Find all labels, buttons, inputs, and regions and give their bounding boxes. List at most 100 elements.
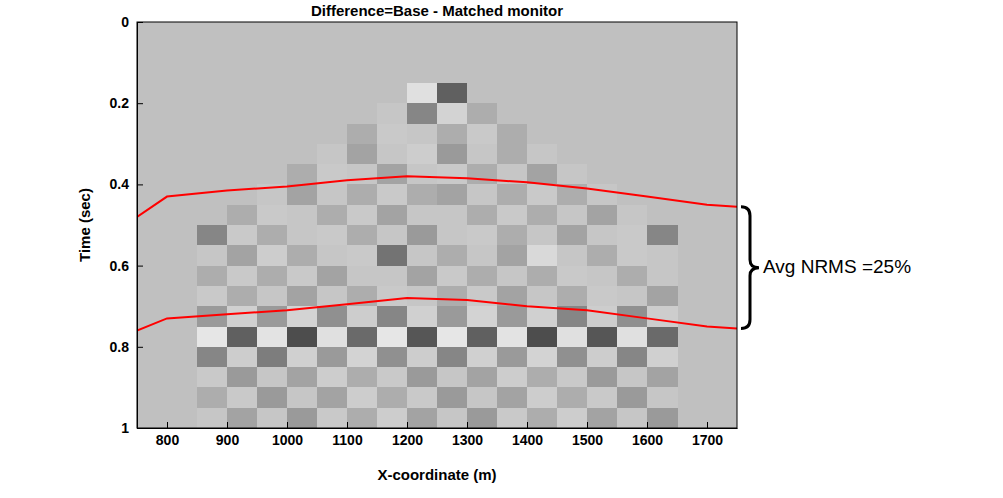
- heatmap-cell: [347, 22, 378, 43]
- heatmap-cell: [467, 124, 498, 145]
- heatmap-cell: [617, 103, 648, 124]
- heatmap-cell: [197, 408, 228, 428]
- heatmap-cell: [647, 83, 678, 104]
- heatmap-cell: [527, 387, 558, 408]
- heatmap-cell: [587, 327, 618, 348]
- heatmap-cell: [227, 63, 258, 84]
- y-axis: 00.20.40.60.81: [110, 14, 143, 436]
- heatmap-cell: [257, 225, 288, 246]
- tick-mark: [137, 184, 143, 185]
- heatmap-cell: [467, 184, 498, 205]
- heatmap-cell: [437, 306, 468, 327]
- heatmap-cell: [197, 245, 228, 266]
- tick-mark: [347, 422, 348, 428]
- marks: [137, 22, 737, 428]
- tick-label: 1600: [632, 432, 663, 448]
- heatmap-cell: [227, 245, 258, 266]
- heatmap-cell: [317, 184, 348, 205]
- heatmap-cell: [287, 286, 318, 307]
- heatmap-cell: [287, 184, 318, 205]
- heatmap-cell: [497, 124, 528, 145]
- heatmap-cell: [557, 347, 588, 368]
- heatmap-cell: [557, 164, 588, 185]
- heatmap-cell: [647, 205, 678, 226]
- heatmap-cell: [587, 83, 618, 104]
- tick: 800: [156, 422, 180, 448]
- heatmap-cell: [197, 367, 228, 388]
- heatmap-cell: [527, 124, 558, 145]
- heatmap-cell: [497, 387, 528, 408]
- heatmap-cell: [557, 286, 588, 307]
- tick: 1600: [632, 422, 663, 448]
- heatmap-cell: [467, 306, 498, 327]
- heatmap-cell: [407, 327, 438, 348]
- heatmap-cell: [587, 42, 618, 63]
- tick-label: 0.4: [110, 176, 130, 192]
- heatmap-cell: [347, 225, 378, 246]
- heatmap-cell: [557, 22, 588, 43]
- axis-line: [137, 23, 138, 429]
- heatmap-cell: [377, 367, 408, 388]
- heatmap-cell: [197, 103, 228, 124]
- heatmap-cell: [257, 408, 288, 428]
- heatmap-cell: [467, 22, 498, 43]
- heatmap-cell: [407, 42, 438, 63]
- heatmap-cell: [407, 63, 438, 84]
- heatmap-cell: [287, 144, 318, 165]
- heatmap-cell: [377, 83, 408, 104]
- tick-mark: [407, 422, 408, 428]
- heatmap-cell: [467, 103, 498, 124]
- heatmap-cell: [197, 42, 228, 63]
- heatmap-cell: [527, 22, 558, 43]
- heatmap-cell: [287, 367, 318, 388]
- heatmap-cell: [557, 63, 588, 84]
- heatmap-cell: [377, 164, 408, 185]
- heatmap-cell: [287, 245, 318, 266]
- heatmap-cell: [257, 63, 288, 84]
- heatmap-cell: [527, 367, 558, 388]
- heatmap-cell: [257, 367, 288, 388]
- heatmap-cell: [617, 225, 648, 246]
- heatmap-cell: [527, 245, 558, 266]
- tick-mark: [647, 422, 648, 428]
- heatmap-cell: [467, 164, 498, 185]
- heatmap-cell: [557, 144, 588, 165]
- heatmap-cell: [407, 124, 438, 145]
- heatmap-cell: [647, 184, 678, 205]
- tick-mark: [137, 266, 143, 267]
- heatmap-cell: [617, 387, 648, 408]
- tick: 0: [121, 14, 143, 30]
- heatmap-cell: [227, 266, 258, 287]
- heatmap-cell: [587, 387, 618, 408]
- heatmap-cell: [407, 184, 438, 205]
- heatmap-cell: [587, 22, 618, 43]
- heatmap-cell: [437, 144, 468, 165]
- heatmap-cell: [647, 367, 678, 388]
- heatmap-cell: [617, 205, 648, 226]
- heatmap-cell: [197, 164, 228, 185]
- heatmap-cell: [557, 103, 588, 124]
- heatmap-cell: [317, 42, 348, 63]
- heatmap-cell: [197, 63, 228, 84]
- heatmap-cell: [407, 266, 438, 287]
- heatmap-cell: [527, 42, 558, 63]
- heatmap-cell: [287, 225, 318, 246]
- heatmap-cell: [467, 83, 498, 104]
- heatmap-cell: [527, 164, 558, 185]
- heatmap-cell: [257, 144, 288, 165]
- heatmap-cell: [437, 225, 468, 246]
- heatmap-cell: [317, 205, 348, 226]
- plot-frame: [137, 22, 737, 428]
- heatmap-cell: [407, 367, 438, 388]
- heatmap-cell: [617, 367, 648, 388]
- heatmap-cell: [587, 63, 618, 84]
- heatmap-cell: [287, 42, 318, 63]
- heatmap-cell: [527, 225, 558, 246]
- heatmap-cell: [377, 306, 408, 327]
- heatmap-cell: [437, 347, 468, 368]
- horizon-line: [137, 176, 737, 217]
- heatmap-cell: [287, 164, 318, 185]
- heatmap-cell: [617, 408, 648, 428]
- heatmap-cell: [227, 286, 258, 307]
- heatmap-cell: [377, 144, 408, 165]
